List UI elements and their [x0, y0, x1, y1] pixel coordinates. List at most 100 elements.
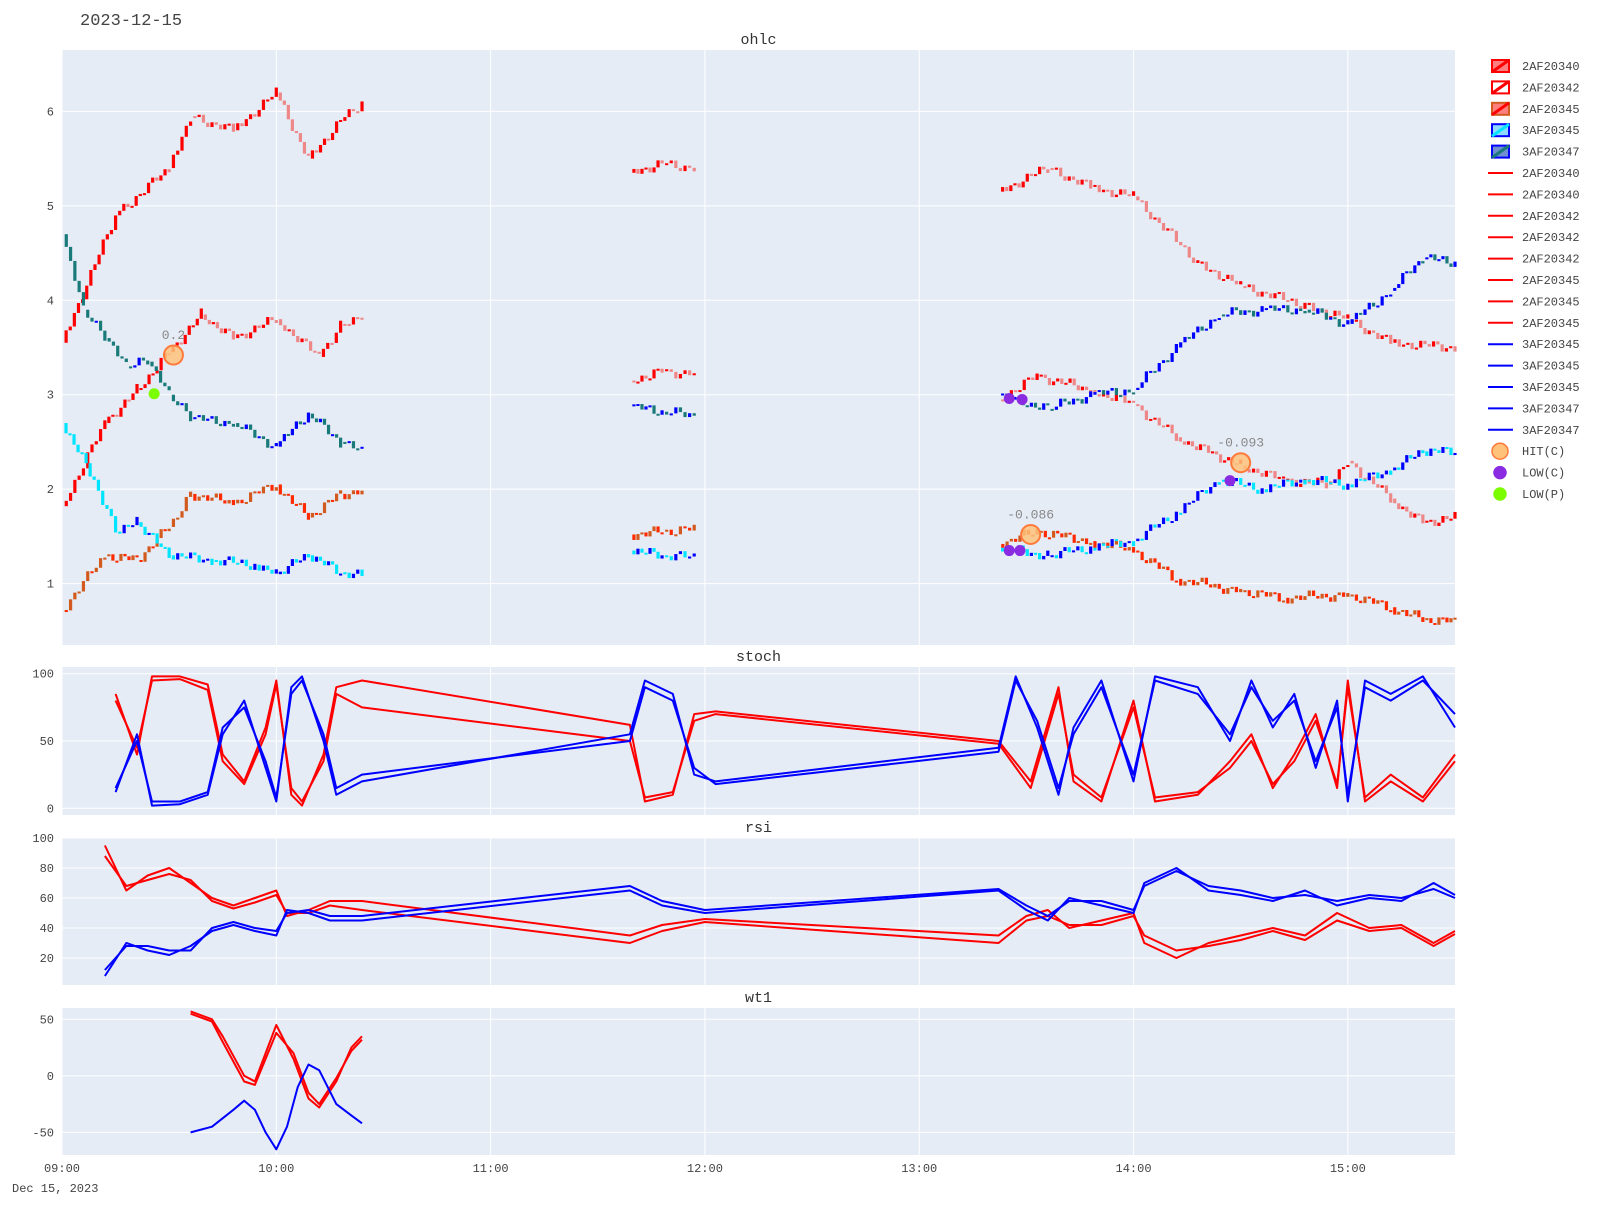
candle-2AF20345 [127, 556, 131, 561]
candle-3AF20345 [1405, 455, 1409, 463]
candle-2AF20342 [86, 452, 90, 469]
candle-3AF20345 [330, 561, 335, 565]
candle-2AF20342 [207, 319, 211, 325]
candle-2AF20345 [1183, 581, 1187, 586]
candle-2AF20345 [236, 499, 240, 504]
candle-3AF20347 [294, 421, 298, 429]
candle-2AF20340 [1256, 291, 1260, 297]
candle-3AF20347 [188, 411, 193, 422]
candle-3AF20347 [1320, 308, 1324, 313]
candle-2AF20340 [326, 138, 331, 141]
candle-2AF20340 [1136, 196, 1140, 201]
candle-3AF20347 [314, 418, 319, 423]
candle-2AF20340 [155, 177, 159, 181]
candle-2AF20340 [1050, 168, 1054, 171]
candle-2AF20340 [126, 203, 130, 208]
candle-3AF20347 [343, 441, 347, 444]
candle-3AF20345 [1046, 550, 1050, 556]
candle-3AF20347 [660, 410, 664, 415]
candle-2AF20340 [669, 160, 673, 164]
candle-2AF20342 [356, 317, 360, 320]
candle-2AF20345 [131, 555, 135, 561]
candle-2AF20345 [90, 571, 94, 574]
candle-2AF20345 [674, 534, 678, 537]
candle-2AF20345 [334, 493, 339, 502]
series-line-rsi [104, 855, 1456, 952]
legend-label: 2AF20345 [1522, 295, 1580, 309]
candle-3AF20345 [1393, 467, 1397, 471]
candle-2AF20342 [1101, 392, 1106, 397]
legend-item: LOW(P) [1493, 487, 1565, 502]
candle-2AF20342 [1018, 390, 1022, 393]
y-tick-label: 5 [47, 200, 54, 214]
candle-3AF20347 [1367, 302, 1371, 310]
candle-3AF20345 [1166, 517, 1170, 522]
candle-2AF20345 [1290, 598, 1294, 604]
candle-3AF20345 [274, 569, 278, 574]
candle-2AF20340 [1080, 179, 1084, 185]
candle-3AF20347 [278, 441, 282, 447]
candle-3AF20345 [253, 563, 257, 570]
candle-2AF20340 [632, 168, 636, 173]
candle-3AF20345 [139, 522, 143, 527]
legend-item: 3AF20347 [1488, 424, 1580, 438]
candle-2AF20345 [159, 529, 163, 539]
candle-3AF20345 [302, 554, 307, 561]
candle-2AF20340 [113, 215, 118, 230]
candle-2AF20342 [648, 378, 652, 381]
candle-2AF20342 [151, 373, 155, 376]
candle-2AF20345 [1114, 540, 1118, 545]
candle-2AF20345 [244, 501, 248, 504]
candle-3AF20345 [1063, 547, 1067, 551]
candle-3AF20345 [310, 555, 315, 562]
candle-2AF20342 [64, 500, 68, 507]
candle-2AF20342 [1131, 400, 1136, 403]
candle-2AF20340 [210, 122, 214, 128]
candle-2AF20340 [244, 119, 248, 127]
candle-2AF20340 [1153, 217, 1157, 220]
series-line-stoch [114, 679, 1456, 803]
candle-2AF20340 [163, 169, 167, 176]
candle-3AF20345 [674, 554, 678, 561]
candle-2AF20340 [1196, 260, 1200, 263]
candle-3AF20347 [1067, 401, 1071, 405]
candle-2AF20345 [143, 552, 147, 562]
candle-2AF20340 [334, 121, 339, 133]
candle-2AF20345 [1110, 544, 1114, 549]
candle-3AF20347 [1093, 392, 1097, 395]
candle-3AF20345 [1303, 479, 1307, 485]
candle-2AF20340 [1243, 286, 1247, 289]
candle-3AF20347 [1153, 370, 1157, 373]
candle-3AF20347 [1277, 308, 1281, 311]
candle-2AF20345 [94, 567, 98, 573]
candle-3AF20345 [1409, 455, 1413, 459]
candle-3AF20345 [1191, 500, 1196, 503]
candle-3AF20345 [1324, 476, 1329, 483]
candle-2AF20342 [90, 444, 94, 453]
candle-2AF20345 [1251, 596, 1256, 599]
candle-2AF20342 [131, 393, 135, 400]
candle-3AF20347 [1217, 317, 1221, 320]
candle-2AF20340 [636, 168, 640, 174]
candle-2AF20342 [678, 373, 683, 379]
candle-3AF20345 [1449, 447, 1453, 456]
candle-3AF20345 [1217, 482, 1221, 485]
candle-3AF20345 [1437, 450, 1441, 453]
candle-2AF20345 [188, 491, 193, 497]
candle-3AF20345 [1277, 485, 1281, 488]
y-tick-label: 0 [47, 802, 54, 816]
candle-2AF20342 [1413, 513, 1417, 518]
candle-2AF20342 [1219, 454, 1223, 463]
candle-3AF20347 [1333, 317, 1337, 320]
candle-2AF20340 [1001, 187, 1005, 192]
candle-3AF20345 [1153, 524, 1157, 528]
candle-2AF20342 [1106, 392, 1110, 399]
candle-2AF20345 [1425, 618, 1429, 621]
candle-2AF20345 [1281, 600, 1286, 603]
legend-label: 2AF20340 [1522, 188, 1580, 202]
candle-2AF20345 [1346, 593, 1350, 597]
candle-2AF20342 [1256, 468, 1260, 473]
candle-2AF20340 [1436, 341, 1440, 345]
candle-3AF20347 [120, 356, 124, 359]
candle-3AF20347 [302, 422, 307, 425]
